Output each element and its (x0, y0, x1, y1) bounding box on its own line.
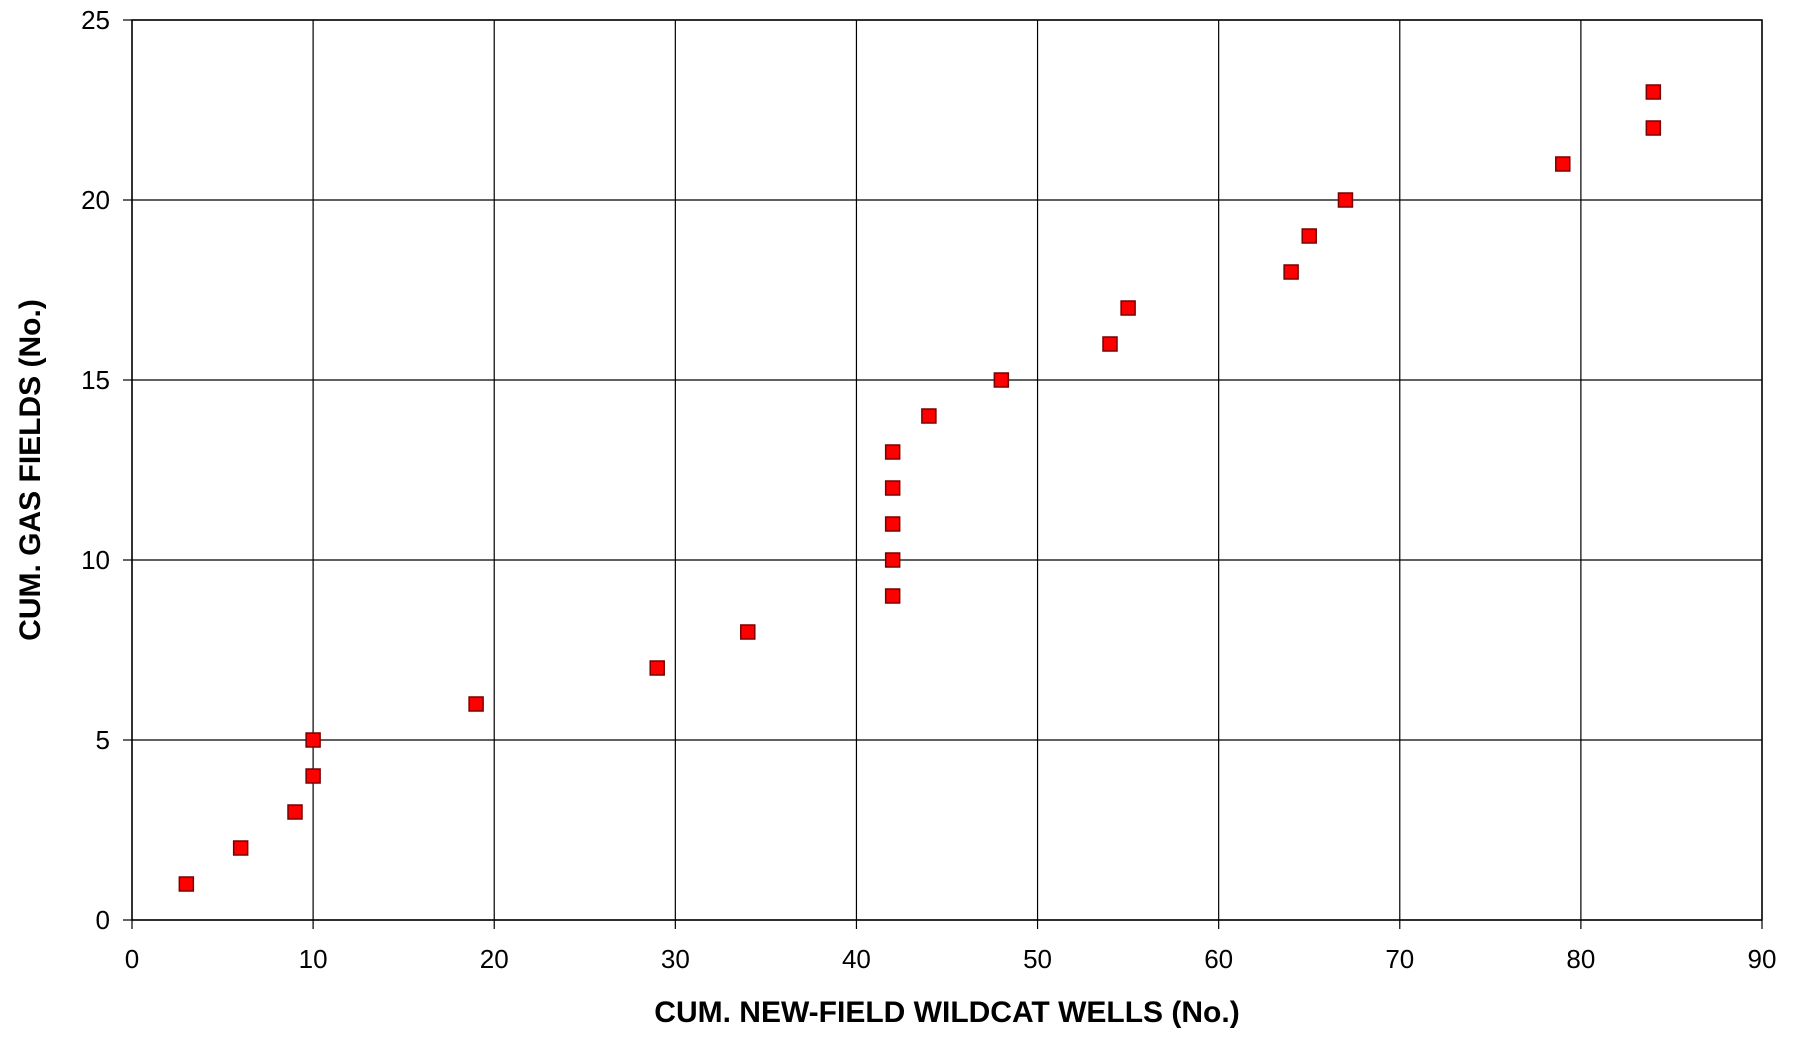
x-tick-label: 20 (480, 944, 509, 974)
data-point (884, 552, 901, 568)
y-tick-label: 25 (81, 5, 110, 35)
data-point (1301, 228, 1317, 244)
data-point (287, 804, 303, 820)
data-point (884, 588, 901, 604)
x-tick-label: 90 (1748, 944, 1777, 974)
plot-area-frame (131, 19, 1763, 921)
x-tick-label: 0 (125, 944, 139, 974)
x-tick-label: 70 (1385, 944, 1414, 974)
data-point (305, 732, 321, 748)
x-axis-title: CUM. NEW-FIELD WILDCAT WELLS (No.) (654, 996, 1239, 1029)
data-point (1283, 264, 1299, 280)
y-axis-title: CUM. GAS FIELDS (No.) (14, 299, 47, 641)
x-tick-label: 60 (1204, 944, 1233, 974)
data-point (178, 876, 195, 892)
data-point (649, 660, 665, 676)
y-tick-label: 0 (96, 905, 110, 935)
data-point (884, 480, 901, 496)
data-point (232, 840, 249, 856)
data-point (1555, 156, 1571, 172)
data-point (884, 444, 901, 460)
data-point (1102, 336, 1118, 352)
data-point (468, 696, 484, 712)
data-point (305, 768, 321, 784)
grid-lines (131, 19, 1763, 921)
y-tick-label: 15 (81, 365, 110, 395)
x-tick-label: 80 (1566, 944, 1595, 974)
y-tick-label: 5 (96, 725, 110, 755)
axis-ticks (123, 19, 1763, 929)
data-point (993, 372, 1010, 388)
x-tick-label: 10 (299, 944, 328, 974)
data-point (884, 516, 901, 532)
y-tick-label: 20 (81, 185, 110, 215)
data-point (740, 624, 756, 640)
tick-labels: 0 10 20 30 40 50 60 70 80 90 0 5 10 15 20 25 (81, 5, 1776, 974)
data-point (1337, 192, 1354, 208)
data-points (178, 84, 1662, 892)
y-tick-label: 10 (81, 545, 110, 575)
data-point (1645, 120, 1662, 136)
x-tick-label: 40 (842, 944, 871, 974)
data-point (1645, 84, 1662, 100)
x-tick-label: 50 (1023, 944, 1052, 974)
x-tick-label: 30 (661, 944, 690, 974)
data-point (1120, 300, 1136, 316)
data-point (921, 408, 937, 424)
